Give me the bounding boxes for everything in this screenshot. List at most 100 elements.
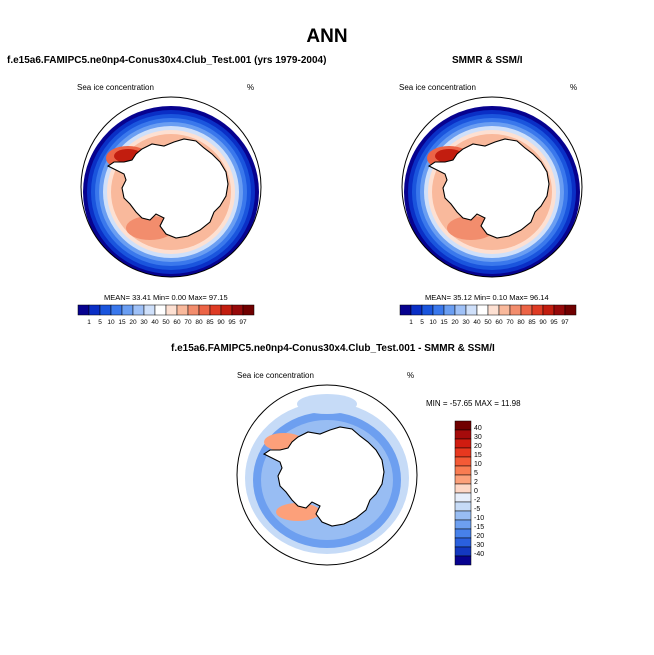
colorbar-tick-label: 50 — [162, 319, 170, 326]
colorbar-swatch — [165, 304, 178, 316]
colorbar-tick-label: 60 — [173, 319, 181, 326]
colorbar-swatch — [242, 304, 255, 316]
colorbar-swatch — [454, 474, 472, 485]
panel2-left-label: Sea ice concentration — [399, 83, 476, 92]
colorbar-swatch — [231, 304, 244, 316]
colorbar-swatch — [454, 555, 472, 566]
colorbar-swatch — [454, 546, 472, 557]
colorbar-tick-label: 60 — [495, 319, 503, 326]
colorbar-swatch — [77, 304, 90, 316]
panel3-title: f.e15a6.FAMIPC5.ne0np4-Conus30x4.Club_Te… — [171, 343, 495, 354]
colorbar-swatch — [454, 456, 472, 467]
colorbar-tick-label: -5 — [474, 506, 481, 513]
colorbar-tick-label: 5 — [420, 319, 424, 326]
colorbar-tick-label: 40 — [151, 319, 159, 326]
colorbar-tick-label: 85 — [206, 319, 214, 326]
colorbar-tick-label: 95 — [550, 319, 558, 326]
figure-title: ANN — [306, 26, 348, 47]
colorbar-swatch — [531, 304, 544, 316]
colorbar-swatch — [454, 465, 472, 476]
colorbar-tick-label: 70 — [506, 319, 514, 326]
antarctica-coastline — [262, 426, 385, 527]
colorbar-swatch — [465, 304, 478, 316]
colorbar-swatch — [498, 304, 511, 316]
colorbar-swatch — [520, 304, 533, 316]
colorbar-swatch — [443, 304, 456, 316]
panel3-stats: MIN = -57.65 MAX = 11.98 — [426, 399, 521, 408]
colorbar-tick-label: 10 — [474, 461, 482, 468]
colorbar-tick-label: 30 — [462, 319, 470, 326]
colorbar-swatch — [542, 304, 555, 316]
panel2-stats: MEAN= 35.12 Min= 0.10 Max= 96.14 — [425, 293, 549, 302]
colorbar-swatch — [476, 304, 489, 316]
colorbar-swatch — [121, 304, 134, 316]
colorbar-swatch — [187, 304, 200, 316]
panel2-units-label: % — [570, 83, 578, 92]
colorbar-tick-label: 20 — [129, 319, 137, 326]
colorbar-swatch — [399, 304, 412, 316]
colorbar-tick-label: 10 — [107, 319, 115, 326]
colorbar-tick-label: 90 — [539, 319, 547, 326]
panel1-colorbar — [77, 304, 255, 316]
colorbar-swatch — [88, 304, 101, 316]
panel2-colorbar — [399, 304, 577, 316]
colorbar-tick-label: 15 — [474, 452, 482, 459]
colorbar-tick-label: 5 — [98, 319, 102, 326]
colorbar-tick-label: -2 — [474, 497, 481, 504]
colorbar-tick-label: 97 — [239, 319, 247, 326]
colorbar-swatch — [454, 501, 472, 512]
colorbar-tick-label: -15 — [474, 524, 485, 531]
colorbar-tick-label: -30 — [474, 542, 485, 549]
colorbar-swatch — [454, 537, 472, 548]
colorbar-tick-label: 5 — [474, 470, 478, 477]
colorbar-swatch — [198, 304, 211, 316]
panel3-colorbar-labels: 40 30 20 15 10 5 2 0 -2 -5 -10 -15 -20 -30 -40 — [474, 421, 504, 565]
colorbar-tick-label: 15 — [118, 319, 126, 326]
colorbar-tick-label: 2 — [474, 479, 478, 486]
colorbar-swatch — [454, 519, 472, 530]
colorbar-swatch — [454, 528, 472, 539]
colorbar-swatch — [454, 438, 472, 449]
colorbar-tick-label: 85 — [528, 319, 536, 326]
panel2-colorbar-labels: 1 5 10 15 20 30 40 50 60 70 80 85 90 95 97 — [400, 319, 576, 329]
map-border — [236, 384, 418, 566]
colorbar-tick-label: -20 — [474, 533, 485, 540]
colorbar-swatch — [454, 429, 472, 440]
panel3-units-label: % — [407, 371, 415, 380]
panel2-polar-map — [401, 96, 583, 278]
panel1-polar-map — [80, 96, 262, 278]
colorbar-swatch — [220, 304, 233, 316]
antarctica-coastline — [106, 138, 229, 239]
colorbar-swatch — [432, 304, 445, 316]
colorbar-tick-label: 0 — [474, 488, 478, 495]
colorbar-swatch — [454, 304, 467, 316]
colorbar-tick-label: 20 — [451, 319, 459, 326]
panel3-left-label: Sea ice concentration — [237, 371, 314, 380]
map-border — [401, 96, 583, 278]
colorbar-tick-label: 20 — [474, 443, 482, 450]
diff-band — [297, 394, 357, 414]
antarctica-coastline — [427, 138, 550, 239]
colorbar-tick-label: 95 — [228, 319, 236, 326]
colorbar-tick-label: 90 — [217, 319, 225, 326]
colorbar-tick-label: 80 — [195, 319, 203, 326]
colorbar-tick-label: 50 — [484, 319, 492, 326]
colorbar-swatch — [454, 510, 472, 521]
colorbar-swatch — [99, 304, 112, 316]
colorbar-swatch — [553, 304, 566, 316]
colorbar-tick-label: 10 — [429, 319, 437, 326]
panel1-units-label: % — [247, 83, 255, 92]
colorbar-tick-label: 40 — [473, 319, 481, 326]
colorbar-tick-label: 80 — [517, 319, 525, 326]
colorbar-tick-label: 70 — [184, 319, 192, 326]
colorbar-swatch — [110, 304, 123, 316]
colorbar-swatch — [143, 304, 156, 316]
colorbar-swatch — [209, 304, 222, 316]
panel1-colorbar-labels: 1 5 10 15 20 30 40 50 60 70 80 85 90 95 97 — [78, 319, 254, 329]
colorbar-swatch — [454, 420, 472, 431]
diff-positive-ross — [276, 503, 320, 521]
panel1-left-label: Sea ice concentration — [77, 83, 154, 92]
colorbar-swatch — [564, 304, 577, 316]
panel2-title: SMMR & SSM/I — [452, 55, 523, 66]
colorbar-swatch — [421, 304, 434, 316]
